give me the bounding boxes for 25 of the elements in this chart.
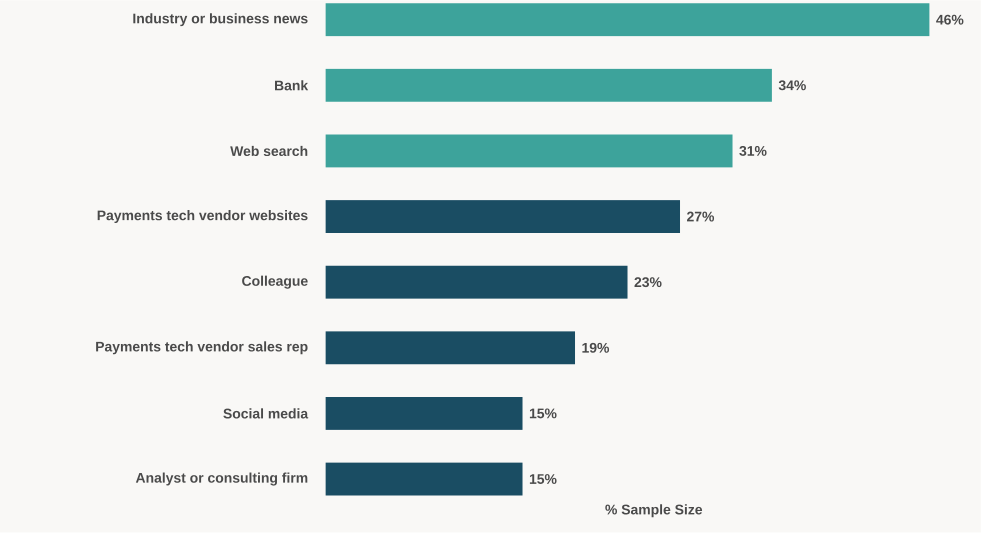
y-tick-label: Industry or business news: [133, 13, 308, 26]
data-label: 34%: [778, 80, 806, 90]
y-tick-label: Payments tech vendor sales rep: [96, 341, 308, 354]
data-label: 27%: [687, 212, 714, 222]
data-label: 15%: [530, 474, 557, 484]
bar: [326, 266, 628, 299]
y-tick-label: Colleague: [242, 276, 308, 289]
bar: [326, 3, 930, 36]
bar: [326, 134, 733, 168]
y-tick-label: Analyst or consulting firm: [136, 472, 308, 486]
bar: [326, 332, 576, 364]
data-label: 15%: [530, 408, 557, 418]
y-tick-label: Bank: [275, 80, 308, 91]
data-label: 23%: [634, 277, 662, 288]
data-label: 19%: [582, 343, 610, 353]
data-label: 31%: [739, 146, 767, 156]
bar: [326, 69, 772, 102]
x-axis-title: % Sample Size: [605, 504, 702, 518]
bar: [326, 462, 523, 496]
y-tick-label: Web search: [230, 146, 308, 156]
y-tick-label: Payments tech vendor websites: [98, 210, 308, 224]
bar: [326, 200, 680, 234]
bar: [326, 397, 523, 430]
data-label: 46%: [936, 14, 964, 25]
y-tick-label: Social media: [223, 408, 308, 419]
